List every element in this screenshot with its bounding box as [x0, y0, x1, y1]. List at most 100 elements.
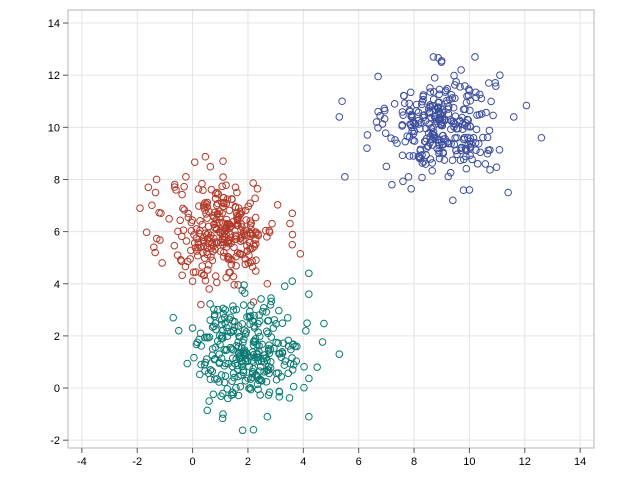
data-point — [471, 53, 479, 61]
data-point — [216, 228, 224, 236]
data-point — [197, 300, 205, 309]
data-point — [522, 101, 531, 110]
data-point — [196, 243, 205, 252]
data-point — [244, 374, 252, 383]
data-point — [457, 66, 465, 74]
x-tick-label: -4 — [77, 456, 87, 468]
data-point — [393, 139, 401, 148]
y-tick-label: 0 — [54, 383, 60, 395]
x-tick-label: 12 — [519, 456, 531, 468]
data-point — [208, 256, 217, 265]
data-point — [201, 199, 209, 207]
data-point — [429, 130, 438, 139]
data-point — [435, 146, 443, 155]
data-point — [198, 262, 207, 270]
data-point — [381, 129, 390, 137]
data-point — [233, 221, 241, 230]
data-point — [276, 349, 284, 358]
data-point — [451, 81, 459, 89]
data-point — [206, 300, 214, 308]
data-point — [300, 362, 308, 371]
data-point — [151, 188, 160, 197]
data-point — [169, 313, 177, 322]
data-point — [464, 91, 473, 100]
data-point — [509, 113, 518, 121]
data-point — [225, 206, 234, 215]
data-point — [180, 182, 188, 191]
data-point — [229, 317, 237, 325]
data-point — [473, 160, 482, 168]
data-point — [231, 183, 240, 192]
data-point — [424, 142, 433, 150]
data-point — [449, 196, 457, 205]
data-point — [223, 238, 232, 246]
data-point — [184, 213, 193, 222]
x-tick-label: 4 — [300, 456, 306, 468]
data-point — [405, 152, 414, 160]
data-point — [461, 82, 469, 90]
data-point — [223, 195, 232, 204]
data-point — [201, 276, 210, 285]
data-point — [435, 117, 444, 126]
data-point — [374, 72, 382, 81]
data-point — [224, 359, 233, 368]
data-point — [184, 209, 193, 218]
data-point — [414, 108, 423, 117]
data-point — [165, 214, 173, 223]
data-point — [272, 369, 281, 378]
data-point — [158, 259, 166, 267]
data-point — [252, 371, 261, 380]
data-point — [248, 257, 256, 265]
y-tick-label: 12 — [48, 70, 60, 82]
data-point — [219, 173, 227, 181]
data-point — [429, 128, 438, 136]
data-point — [422, 124, 430, 133]
data-point — [188, 324, 197, 332]
data-point — [264, 347, 273, 355]
data-point — [247, 225, 255, 234]
data-point — [208, 351, 217, 359]
data-point — [447, 117, 456, 126]
data-point — [174, 326, 183, 335]
data-point — [220, 378, 229, 387]
data-point — [435, 141, 444, 150]
data-point — [335, 350, 344, 358]
data-point — [407, 184, 415, 193]
data-point — [250, 337, 258, 345]
y-tick-label: 6 — [54, 227, 60, 239]
data-point — [215, 207, 224, 216]
data-point — [446, 168, 455, 177]
data-point — [246, 384, 255, 392]
data-point — [446, 115, 455, 124]
data-point — [210, 310, 219, 319]
data-point — [246, 217, 255, 225]
data-point — [456, 156, 465, 165]
data-point — [441, 88, 449, 96]
y-tick-label: -2 — [50, 435, 60, 447]
data-point — [302, 327, 310, 335]
data-point — [406, 88, 415, 97]
data-point — [176, 216, 185, 225]
data-point — [305, 269, 313, 278]
data-point — [492, 163, 501, 172]
data-point — [187, 226, 196, 235]
x-tick-label: -2 — [132, 456, 142, 468]
data-point — [198, 220, 207, 229]
data-point — [142, 228, 151, 237]
data-point — [170, 180, 179, 189]
data-point — [475, 90, 484, 99]
data-point — [181, 262, 190, 271]
data-point — [471, 139, 480, 147]
data-point — [228, 195, 236, 204]
data-point — [269, 324, 278, 332]
data-point — [212, 325, 220, 334]
data-point — [258, 307, 267, 316]
data-point — [466, 123, 475, 131]
data-points — [136, 53, 546, 435]
data-point — [264, 316, 273, 325]
data-point — [205, 285, 213, 293]
data-point — [136, 204, 144, 212]
data-point — [468, 155, 476, 164]
data-point — [178, 190, 186, 199]
data-point — [259, 304, 268, 312]
